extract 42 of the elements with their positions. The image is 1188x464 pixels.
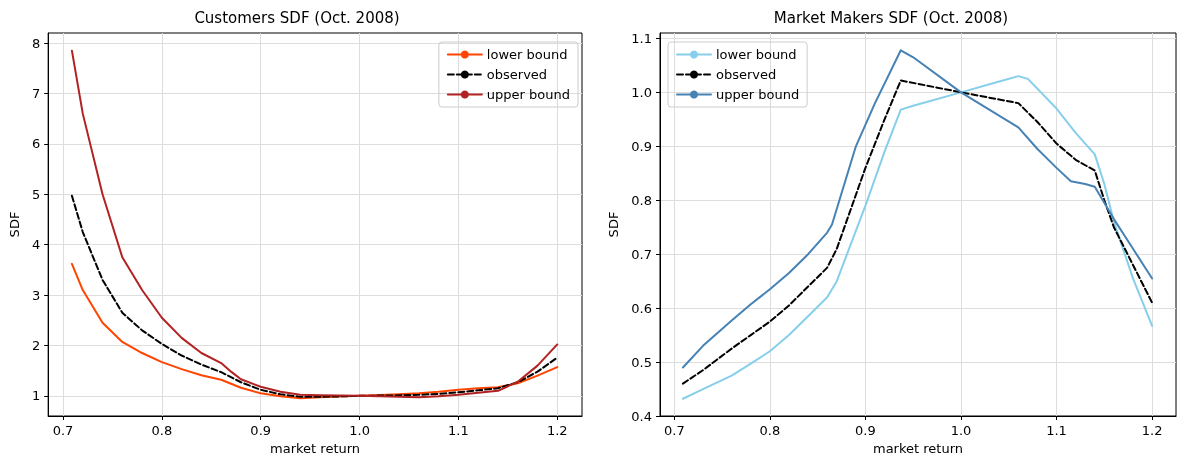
y-tick-label: 0.8 (631, 192, 652, 208)
x-tick-label: 1.1 (1046, 423, 1067, 438)
legend-label: observed (716, 67, 777, 82)
x-tick-label: 1.1 (448, 423, 469, 438)
y-tick-label: 3 (31, 287, 41, 303)
legend-label: lower bound (486, 47, 568, 62)
legend-label: upper bound (716, 87, 800, 102)
y-tick-label: 5 (31, 186, 41, 202)
x-tick-label: 1.2 (546, 423, 568, 438)
line-series (70, 194, 559, 398)
x-tick-label: 1.0 (950, 423, 972, 438)
x-tick-label: 0.9 (250, 423, 272, 438)
x-tick-label: 0.8 (151, 423, 173, 438)
x-tick-label: 0.7 (52, 423, 74, 438)
y-tick-label: 0.4 (631, 408, 652, 424)
x-tick-label: 0.9 (855, 423, 876, 438)
y-tick-label: 0.5 (631, 354, 652, 370)
y-tick-label: 2 (31, 337, 41, 353)
chart-title: Customers SDF (Oct. 2008) (194, 8, 400, 27)
legend-label: observed (486, 67, 548, 82)
y-tick-label: 0.9 (631, 138, 652, 154)
x-tick-label: 0.8 (759, 423, 781, 438)
legend-label: upper bound (486, 87, 570, 102)
y-tick-label: 0.7 (631, 246, 652, 262)
x-axis-title: market return (270, 440, 361, 456)
x-tick-label: 1.2 (1141, 423, 1163, 438)
y-tick-label: 1.1 (631, 30, 652, 46)
x-tick-label: 0.7 (663, 423, 685, 438)
chart-title: Market Makers SDF (Oct. 2008) (773, 8, 1009, 27)
y-tick-label: 7 (31, 85, 41, 101)
y-tick-label: 8 (31, 35, 41, 51)
y-tick-label: 1 (31, 388, 41, 404)
y-tick-label: 0.6 (631, 300, 652, 316)
y-tick-label: 4 (31, 237, 41, 253)
x-tick-label: 1.0 (349, 423, 370, 438)
x-axis-title: market return (872, 440, 964, 456)
y-tick-label: 6 (31, 136, 41, 152)
y-tick-label: 1.0 (631, 84, 652, 100)
y-axis-title: SDF (7, 211, 22, 238)
line-series (70, 262, 559, 400)
y-axis-title: SDF (606, 211, 621, 238)
legend-label: lower bound (716, 47, 797, 62)
